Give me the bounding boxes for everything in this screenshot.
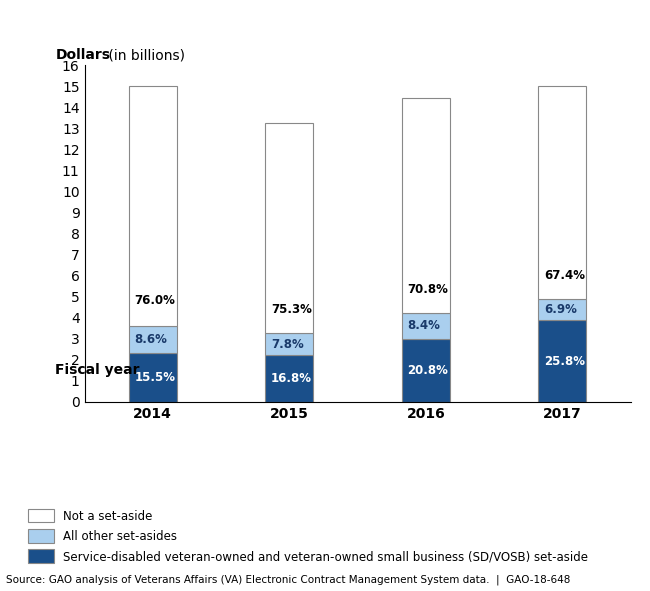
- Bar: [265, 355, 313, 402]
- Text: Dollars: Dollars: [55, 48, 111, 62]
- Text: 70.8%: 70.8%: [408, 283, 448, 296]
- Text: 75.3%: 75.3%: [271, 303, 312, 316]
- Legend: Not a set-aside, All other set-asides, Service-disabled veteran-owned and vetera: Not a set-aside, All other set-asides, S…: [27, 509, 588, 563]
- Text: 76.0%: 76.0%: [135, 294, 176, 307]
- Text: 25.8%: 25.8%: [544, 355, 585, 368]
- Text: 6.9%: 6.9%: [544, 303, 577, 316]
- Bar: [538, 86, 586, 298]
- Bar: [129, 353, 177, 402]
- Text: 16.8%: 16.8%: [271, 372, 312, 385]
- Bar: [402, 313, 450, 339]
- Text: 7.8%: 7.8%: [271, 337, 304, 350]
- Text: 8.4%: 8.4%: [408, 319, 441, 332]
- Bar: [538, 320, 586, 402]
- Bar: [402, 339, 450, 402]
- Text: Fiscal year: Fiscal year: [55, 363, 140, 378]
- Text: 67.4%: 67.4%: [544, 269, 585, 282]
- Bar: [538, 298, 586, 320]
- Bar: [265, 333, 313, 355]
- Text: 15.5%: 15.5%: [135, 371, 176, 384]
- Bar: [402, 98, 450, 313]
- Bar: [265, 122, 313, 333]
- Bar: [129, 326, 177, 353]
- Text: 8.6%: 8.6%: [135, 333, 168, 346]
- Text: 20.8%: 20.8%: [408, 363, 448, 376]
- Text: (in billions): (in billions): [104, 48, 185, 62]
- Text: Source: GAO analysis of Veterans Affairs (VA) Electronic Contract Management Sys: Source: GAO analysis of Veterans Affairs…: [6, 574, 571, 585]
- Bar: [129, 86, 177, 326]
